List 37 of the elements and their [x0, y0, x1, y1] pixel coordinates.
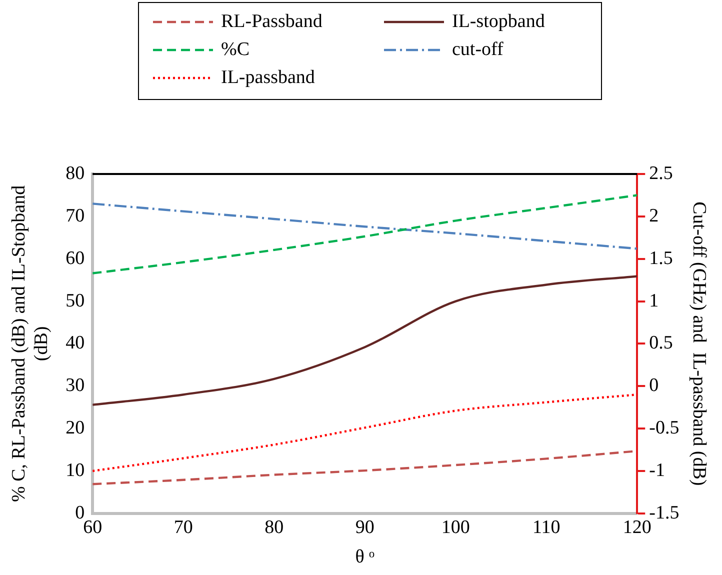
x-tick-label: 110: [532, 516, 560, 538]
y2-tick-label: -1.5: [649, 502, 680, 524]
legend-label: RL-Passband: [221, 11, 322, 33]
y-tick-label: 50: [66, 290, 85, 312]
legend-label: %C: [221, 39, 250, 61]
y2-axis-title: Cut-off (GHz) and IL-passband (dB): [688, 202, 710, 486]
y-tick-label: 70: [66, 205, 85, 226]
x-tick-label: 60: [83, 516, 102, 538]
x-tick-label: 70: [174, 516, 193, 538]
y-tick-label: 30: [66, 375, 85, 396]
y-tick-label: 60: [66, 248, 85, 269]
y-tick-label: 20: [66, 418, 85, 439]
y-tick-label: 40: [66, 332, 85, 354]
line-series: [92, 394, 638, 472]
y2-tick-label: -1: [649, 460, 665, 481]
y2-tick-label: 1.5: [649, 248, 673, 269]
y-tick-label: 0: [75, 502, 85, 524]
y-tick-label: 80: [66, 162, 85, 184]
y2-tick-label: 2: [649, 205, 659, 226]
line-series: [92, 194, 638, 274]
line-series: [92, 275, 638, 406]
legend-label: IL-passband: [221, 67, 315, 89]
y-tick-label: 10: [66, 460, 85, 481]
y-axis-title: % C, RL-Passband (dB) and IL-Stopband (dB): [8, 184, 52, 502]
x-tick-label: 120: [622, 516, 652, 538]
x-axis-title: θ ᵒ: [355, 546, 376, 568]
y2-tick-label: 0.5: [649, 332, 673, 354]
x-tick-label: 90: [355, 516, 374, 538]
y2-tick-label: 1: [649, 290, 659, 312]
legend-label: IL-stopband: [452, 11, 545, 33]
y2-tick-label: 0: [649, 375, 659, 396]
legend-label: cut-off: [452, 39, 504, 61]
line-series: [92, 202, 638, 250]
y2-tick-label: -0.5: [649, 418, 680, 439]
x-tick-label: 80: [264, 516, 284, 538]
y2-tick-label: 2.5: [649, 162, 673, 184]
x-tick-label: 100: [441, 516, 470, 538]
